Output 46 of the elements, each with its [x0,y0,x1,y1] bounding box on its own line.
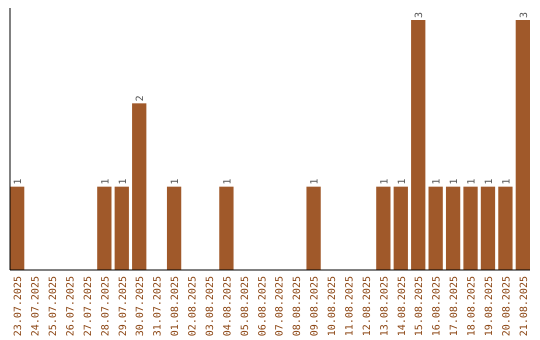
x-tick-label: 30.07.2025 [135,276,146,336]
x-tick-label: 16.08.2025 [432,276,443,336]
x-tick-label: 10.08.2025 [327,276,338,336]
data-label: 1 [501,178,512,185]
data-label: 1 [100,178,112,185]
data-label: 1 [310,178,321,185]
x-tick-label: 17.08.2025 [449,276,460,336]
x-tick-label: 26.07.2025 [65,276,76,336]
data-label: 3 [518,12,530,18]
x-tick-label: 23.07.2025 [13,276,24,336]
data-label: 1 [432,178,443,185]
data-label: 1 [466,178,478,185]
x-tick-label: 13.08.2025 [379,276,390,336]
x-tick-label: 11.08.2025 [344,276,356,336]
x-tick-label: 19.08.2025 [484,276,495,336]
x-tick-label: 03.08.2025 [204,276,216,336]
x-tick-label: 21.08.2025 [518,276,530,336]
data-label: 1 [484,178,495,185]
data-label: 1 [379,178,390,185]
data-label: 3 [414,12,426,18]
data-label: 1 [13,178,24,185]
x-tick-label: 20.08.2025 [501,276,512,336]
x-tick-label: 08.08.2025 [292,276,304,336]
data-label: 1 [449,178,460,185]
x-tick-label: 02.08.2025 [188,276,199,336]
x-tick-label: 04.08.2025 [222,276,234,336]
x-tick-label: 05.08.2025 [240,276,251,336]
data-label: 1 [222,178,234,185]
x-tick-label: 01.08.2025 [170,276,182,336]
data-label: 1 [118,178,129,185]
x-tick-label: 06.08.2025 [257,276,268,336]
data-label: 1 [396,178,408,185]
x-tick-label: 14.08.2025 [396,276,408,336]
data-label: 1 [170,178,182,185]
x-tick-label: 24.07.2025 [30,276,42,336]
x-tick-label: 18.08.2025 [466,276,478,336]
x-tick-label: 31.07.2025 [152,276,164,336]
x-tick-label: 28.07.2025 [100,276,112,336]
x-tick-label: 09.08.2025 [310,276,321,336]
x-tick-label: 25.07.2025 [48,276,60,336]
x-tick-label: 07.08.2025 [274,276,286,336]
x-tick-label: 15.08.2025 [414,276,426,336]
x-tick-label: 27.07.2025 [82,276,94,336]
x-tick-label: 12.08.2025 [362,276,373,336]
x-tick-label: 29.07.2025 [118,276,129,336]
data-label: 2 [135,95,146,102]
